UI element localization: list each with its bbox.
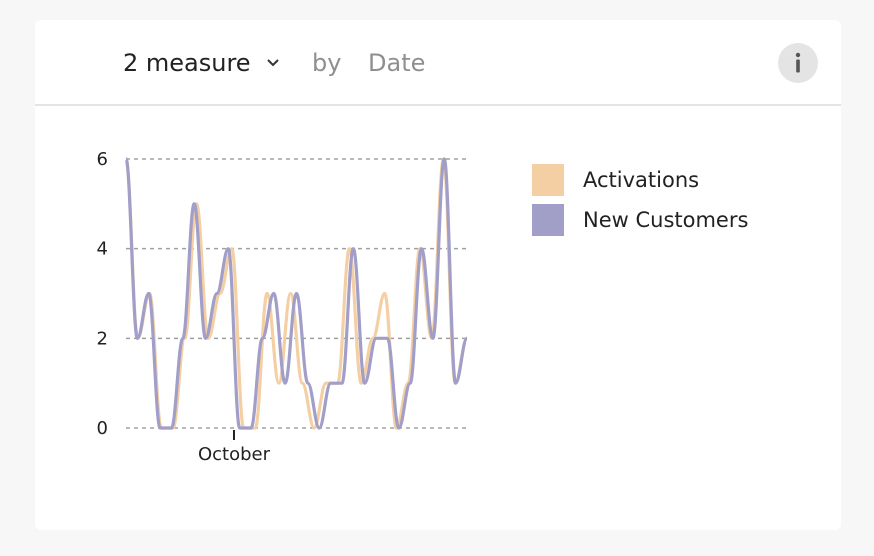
card-header: 2 measure by Date [35, 20, 841, 106]
series-line-new-customers [124, 157, 469, 430]
y-tick-label-0: 0 [97, 418, 108, 439]
line-chart: 0 2 4 6 October [97, 149, 469, 465]
y-tick-label-6: 6 [97, 149, 108, 170]
legend: Activations New Customers [532, 164, 748, 244]
by-label: by [312, 49, 342, 77]
legend-label-new-customers: New Customers [583, 208, 749, 232]
y-tick-label-2: 2 [97, 328, 108, 349]
legend-swatch-activations [532, 164, 564, 196]
x-tick-label-october: October [198, 444, 271, 465]
info-button[interactable] [778, 43, 818, 83]
legend-item-new-customers[interactable]: New Customers [532, 204, 748, 236]
legend-label-activations: Activations [583, 168, 700, 192]
chart-card: 2 measure by Date 0 2 4 6 October Activation… [35, 20, 841, 530]
legend-swatch-new-customers [532, 204, 564, 236]
info-icon [795, 52, 801, 73]
y-tick-label-4: 4 [97, 239, 108, 260]
measure-selector[interactable]: 2 measure [123, 46, 281, 80]
legend-item-activations[interactable]: Activations [532, 164, 748, 196]
chevron-down-icon [266, 59, 279, 67]
dimension-selector[interactable]: Date [368, 49, 426, 77]
measure-label: 2 measure [123, 49, 251, 77]
series-line-activations [124, 157, 469, 430]
